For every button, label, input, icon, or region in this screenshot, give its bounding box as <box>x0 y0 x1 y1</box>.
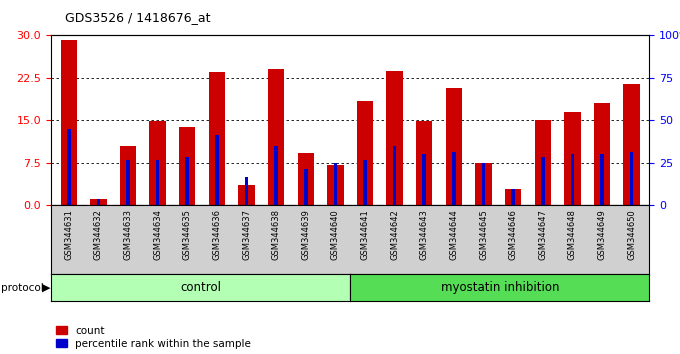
Bar <box>274 146 278 205</box>
Text: GSM344637: GSM344637 <box>242 209 251 260</box>
Bar <box>120 146 136 205</box>
Bar <box>97 199 100 205</box>
Bar <box>445 87 462 205</box>
Bar <box>511 189 515 205</box>
Text: GSM344642: GSM344642 <box>390 209 399 259</box>
Text: GSM344647: GSM344647 <box>539 209 547 259</box>
Text: GSM344648: GSM344648 <box>568 209 577 259</box>
Text: protocol: protocol <box>1 282 44 293</box>
Text: GSM344650: GSM344650 <box>627 209 636 259</box>
Bar <box>541 157 545 205</box>
Text: GSM344641: GSM344641 <box>360 209 369 259</box>
Bar <box>334 163 337 205</box>
Bar <box>67 129 71 205</box>
Bar <box>327 165 343 205</box>
Text: GSM344634: GSM344634 <box>153 209 162 259</box>
Bar <box>481 163 486 205</box>
Text: GSM344639: GSM344639 <box>301 209 310 259</box>
Bar <box>209 72 225 205</box>
Text: GDS3526 / 1418676_at: GDS3526 / 1418676_at <box>65 11 210 24</box>
Bar <box>239 185 255 205</box>
Bar <box>357 101 373 205</box>
Text: GSM344632: GSM344632 <box>94 209 103 259</box>
Bar <box>393 146 396 205</box>
Bar <box>416 121 432 205</box>
Bar <box>186 157 189 205</box>
Text: GSM344638: GSM344638 <box>271 209 281 260</box>
Bar <box>475 163 492 205</box>
Bar <box>363 160 367 205</box>
Bar <box>215 135 219 205</box>
Bar <box>452 152 456 205</box>
Bar <box>245 177 248 205</box>
Bar <box>600 154 604 205</box>
Bar <box>422 154 426 205</box>
Bar <box>304 169 307 205</box>
Legend: count, percentile rank within the sample: count, percentile rank within the sample <box>56 326 251 349</box>
Bar <box>630 152 633 205</box>
Bar <box>505 189 522 205</box>
Bar <box>268 69 284 205</box>
Bar <box>90 199 107 205</box>
Text: GSM344645: GSM344645 <box>479 209 488 259</box>
Bar <box>564 112 581 205</box>
Text: GSM344643: GSM344643 <box>420 209 429 259</box>
Text: GSM344644: GSM344644 <box>449 209 458 259</box>
Text: myostatin inhibition: myostatin inhibition <box>441 281 559 294</box>
Bar <box>624 84 640 205</box>
Bar <box>594 103 610 205</box>
Bar <box>386 70 403 205</box>
Text: GSM344649: GSM344649 <box>598 209 607 259</box>
Bar <box>126 160 130 205</box>
Text: GSM344633: GSM344633 <box>124 209 133 260</box>
Text: GSM344636: GSM344636 <box>212 209 222 260</box>
Bar <box>571 154 574 205</box>
Text: ▶: ▶ <box>42 282 50 293</box>
Text: control: control <box>180 281 221 294</box>
Text: GSM344635: GSM344635 <box>183 209 192 259</box>
Bar <box>534 120 551 205</box>
Bar <box>61 40 77 205</box>
Text: GSM344631: GSM344631 <box>65 209 73 259</box>
Bar <box>179 127 195 205</box>
Text: GSM344646: GSM344646 <box>509 209 517 259</box>
Bar <box>150 121 166 205</box>
Text: GSM344640: GSM344640 <box>331 209 340 259</box>
Bar <box>298 153 314 205</box>
Bar <box>156 160 159 205</box>
